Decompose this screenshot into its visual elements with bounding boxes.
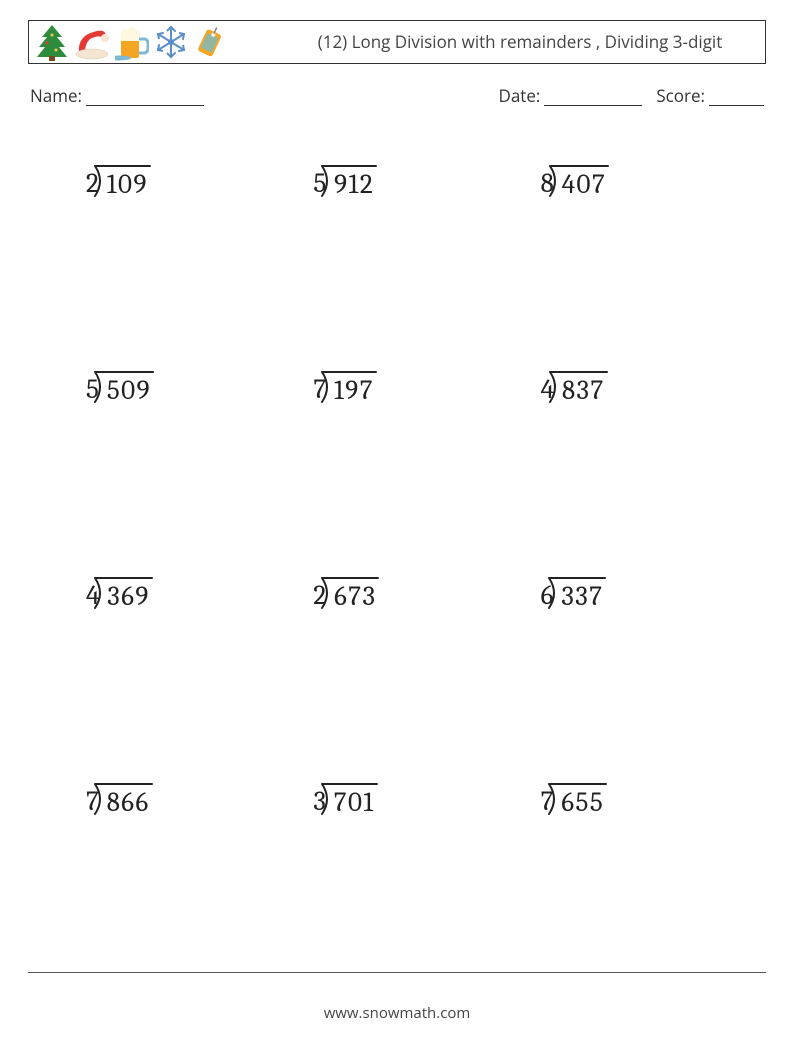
santa-hat-icon xyxy=(73,23,111,61)
footer-rule xyxy=(28,972,766,973)
divisor: 3 xyxy=(313,787,327,817)
header-box: (12) Long Division with remainders , Div… xyxy=(28,20,766,64)
divisor: 5 xyxy=(313,169,328,199)
divisor: 4 xyxy=(541,375,556,405)
score-label: Score: xyxy=(656,84,705,107)
division-bracket: 701 xyxy=(328,783,377,814)
division-bracket: 655 xyxy=(555,783,606,814)
problem-cell: 8407 xyxy=(511,153,738,359)
long-division: 2109 xyxy=(86,165,150,196)
division-bracket: 369 xyxy=(101,577,152,608)
dividend: 109 xyxy=(101,169,150,200)
division-bracket: 407 xyxy=(556,165,608,196)
division-bracket: 837 xyxy=(556,371,607,402)
snowflake-icon xyxy=(153,23,189,61)
division-bracket: 509 xyxy=(101,371,153,402)
long-division: 3701 xyxy=(313,783,376,814)
division-bracket: 912 xyxy=(328,165,376,196)
dividend: 912 xyxy=(328,169,376,200)
dividend: 837 xyxy=(556,375,607,406)
divisor: 7 xyxy=(86,787,101,817)
long-division: 7866 xyxy=(86,783,152,814)
problems-grid: 2109591284075509719748374369267363377866… xyxy=(28,153,766,977)
name-label: Name: xyxy=(30,84,82,107)
dividend: 655 xyxy=(555,787,606,818)
divisor: 2 xyxy=(313,581,328,611)
problem-cell: 2673 xyxy=(283,565,510,771)
long-division: 4369 xyxy=(86,577,152,608)
problem-cell: 2109 xyxy=(56,153,283,359)
divisor: 5 xyxy=(86,375,101,405)
info-row: Name: Date: Score: xyxy=(28,84,766,107)
dividend: 701 xyxy=(328,787,377,818)
dividend: 407 xyxy=(556,169,608,200)
tag-icon xyxy=(193,23,227,61)
long-division: 6337 xyxy=(541,577,606,608)
dividend: 673 xyxy=(328,581,378,612)
tree-icon xyxy=(35,23,69,61)
division-bracket: 673 xyxy=(328,577,378,608)
division-bracket: 337 xyxy=(555,577,605,608)
dividend: 369 xyxy=(101,581,152,612)
worksheet-title: (12) Long Division with remainders , Div… xyxy=(227,32,757,52)
problem-cell: 7866 xyxy=(56,771,283,977)
dividend: 866 xyxy=(101,787,152,818)
score-blank[interactable] xyxy=(709,88,764,106)
footer-text: www.snowmath.com xyxy=(0,1003,794,1023)
long-division: 5912 xyxy=(313,165,376,196)
date-label: Date: xyxy=(498,84,540,107)
divisor: 4 xyxy=(86,581,101,611)
divisor: 8 xyxy=(541,169,556,199)
divisor: 7 xyxy=(541,787,556,817)
division-bracket: 197 xyxy=(328,371,376,402)
long-division: 2673 xyxy=(313,577,378,608)
icon-strip xyxy=(35,23,227,61)
long-division: 7655 xyxy=(541,783,607,814)
division-bracket: 866 xyxy=(101,783,152,814)
dividend: 509 xyxy=(101,375,153,406)
problem-cell: 6337 xyxy=(511,565,738,771)
division-bracket: 109 xyxy=(101,165,150,196)
divisor: 6 xyxy=(541,581,556,611)
problem-cell: 5509 xyxy=(56,359,283,565)
beer-mug-icon xyxy=(115,23,149,61)
long-division: 4837 xyxy=(541,371,607,402)
long-division: 8407 xyxy=(541,165,609,196)
problem-cell: 3701 xyxy=(283,771,510,977)
name-blank[interactable] xyxy=(86,88,204,106)
worksheet-page: (12) Long Division with remainders , Div… xyxy=(0,0,794,1053)
problem-cell: 7655 xyxy=(511,771,738,977)
date-blank[interactable] xyxy=(544,88,642,106)
dividend: 337 xyxy=(555,581,605,612)
divisor: 7 xyxy=(313,375,328,405)
long-division: 5509 xyxy=(86,371,153,402)
problem-cell: 4837 xyxy=(511,359,738,565)
problem-cell: 4369 xyxy=(56,565,283,771)
problem-cell: 5912 xyxy=(283,153,510,359)
problem-cell: 7197 xyxy=(283,359,510,565)
divisor: 2 xyxy=(86,169,101,199)
long-division: 7197 xyxy=(313,371,376,402)
dividend: 197 xyxy=(328,375,376,406)
